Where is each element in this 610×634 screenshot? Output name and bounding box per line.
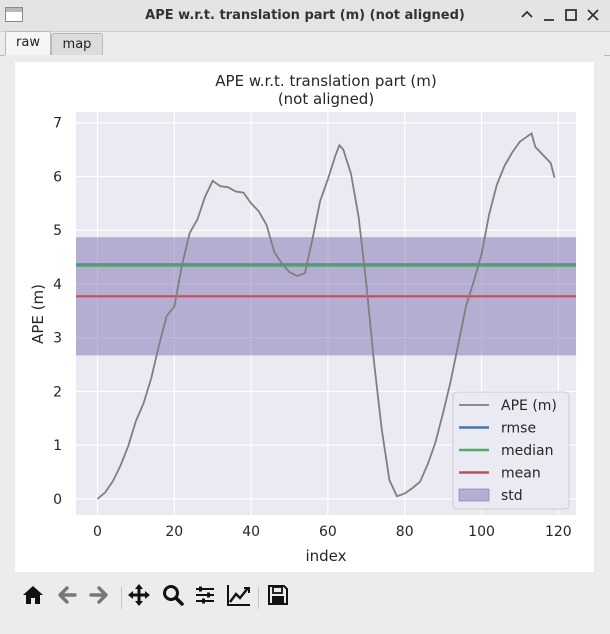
forward-icon — [89, 586, 108, 604]
legend-label: std — [501, 488, 523, 504]
tab-bar: map — [0, 31, 610, 56]
y-tick-labels: 0 1 2 3 4 5 6 7 — [53, 116, 62, 508]
tab-map[interactable]: map — [51, 33, 103, 55]
y-tick-label: 0 — [53, 492, 62, 508]
home-icon — [23, 586, 43, 604]
x-tick-label: 0 — [93, 524, 102, 540]
y-tick-label: 1 — [53, 438, 62, 454]
home-button[interactable] — [21, 583, 49, 611]
close-button[interactable] — [584, 6, 602, 24]
app-icon — [5, 7, 23, 22]
back-button[interactable] — [55, 583, 83, 611]
x-axis-label: index — [305, 547, 346, 565]
shade-button[interactable] — [518, 6, 536, 24]
back-icon — [58, 586, 77, 604]
tab-raw[interactable]: raw — [5, 31, 51, 55]
x-tick-label: 100 — [468, 524, 495, 540]
y-axis-label: APE (m) — [29, 284, 47, 344]
navigation-toolbar — [15, 579, 594, 619]
legend-label: rmse — [501, 421, 536, 437]
y-tick-label: 4 — [53, 277, 62, 293]
zoom-button[interactable] — [161, 583, 189, 611]
legend-box — [452, 391, 570, 510]
x-tick-label: 120 — [545, 524, 572, 540]
chart-title: APE w.r.t. translation part (m) — [215, 72, 436, 90]
y-tick-label: 3 — [53, 331, 62, 347]
legend-label: median — [501, 443, 553, 459]
chart-subtitle: (not aligned) — [278, 90, 374, 108]
close-icon — [587, 9, 599, 21]
edit-axis-icon — [227, 585, 250, 606]
window-title: APE w.r.t. translation part (m) (not ali… — [145, 8, 465, 23]
save-button[interactable] — [266, 583, 294, 611]
maximize-icon — [565, 9, 577, 21]
x-tick-label: 40 — [242, 524, 260, 540]
save-icon — [268, 585, 288, 605]
x-tick-labels: 0 20 40 60 80 100 120 — [93, 524, 572, 540]
maximize-button[interactable] — [562, 6, 580, 24]
figure-canvas[interactable]: 0 20 40 60 80 100 120 0 1 2 3 4 5 6 7 APE w.r.t. tran… — [15, 62, 594, 572]
ape-series-line — [96, 132, 556, 500]
y-tick-label: 7 — [53, 116, 62, 132]
pan-button[interactable] — [127, 583, 155, 611]
x-tick-label: 80 — [396, 524, 414, 540]
y-tick-label: 2 — [53, 384, 62, 400]
minimize-button[interactable] — [540, 6, 558, 24]
forward-button[interactable] — [87, 583, 115, 611]
legend: APE (m) rmse median mean std — [452, 391, 570, 510]
chart: 0 20 40 60 80 100 120 0 1 2 3 4 5 6 7 APE w.r.t. tran… — [29, 72, 576, 565]
legend-swatch-std — [458, 488, 490, 502]
configure-subplots-button[interactable] — [193, 583, 221, 611]
y-tick-label: 5 — [53, 223, 62, 239]
y-tick-label: 6 — [53, 169, 62, 185]
x-tick-label: 60 — [319, 524, 337, 540]
x-tick-label: 20 — [165, 524, 183, 540]
legend-label: APE (m) — [501, 398, 557, 414]
minimize-icon — [544, 19, 554, 21]
chevron-up-icon — [521, 10, 533, 18]
legend-label: mean — [501, 466, 541, 482]
window-titlebar: APE w.r.t. translation part (m) (not ali… — [0, 0, 610, 32]
edit-axis-button[interactable] — [226, 583, 254, 611]
configure-subplots-icon — [196, 586, 214, 604]
pan-icon — [128, 584, 150, 606]
zoom-icon — [163, 585, 184, 606]
